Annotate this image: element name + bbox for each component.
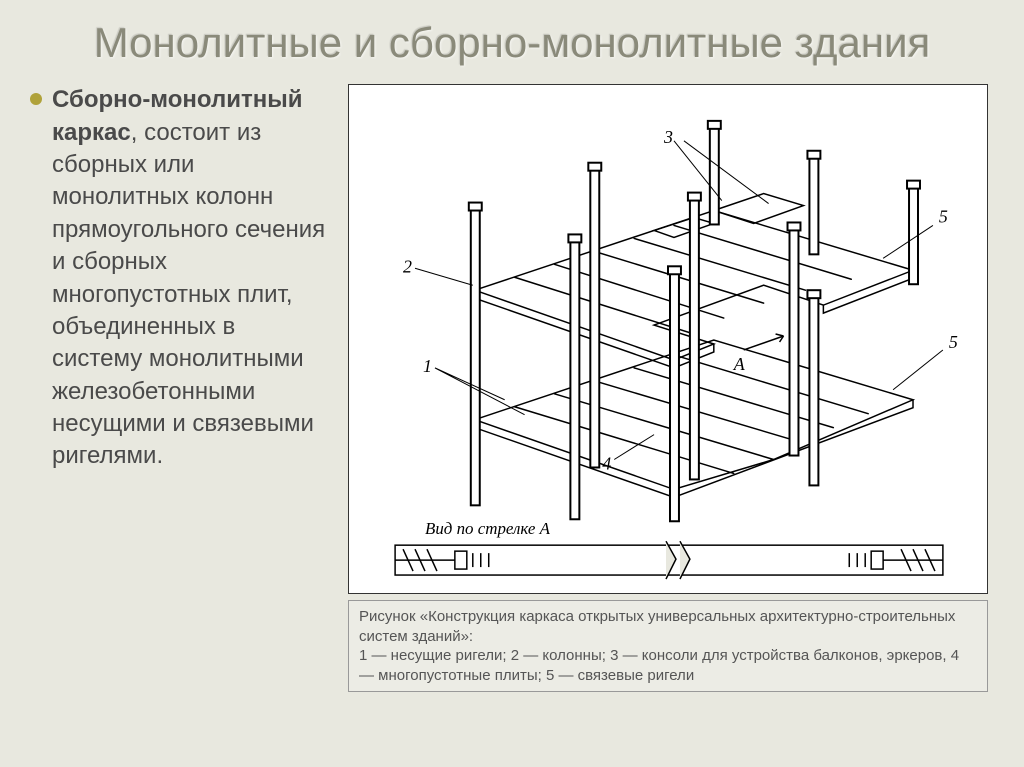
arrow-letter: А bbox=[733, 354, 745, 374]
structural-diagram: 1 2 3 4 5 5 А Вид по стрелке А bbox=[348, 84, 988, 594]
bullet-item: Сборно-монолитный каркас, состоит из сбо… bbox=[30, 84, 330, 473]
caption-legend: 1 — несущие ригели; 2 — колонны; 3 — кон… bbox=[359, 646, 977, 685]
figure-column: 1 2 3 4 5 5 А Вид по стрелке А bbox=[348, 84, 994, 692]
caption-heading: Рисунок «Конструкция каркаса открытых ун… bbox=[359, 607, 977, 646]
view-label: Вид по стрелке А bbox=[425, 519, 551, 538]
body-rest: , состоит из сборных или монолитных коло… bbox=[52, 119, 325, 470]
figure-caption: Рисунок «Конструкция каркаса открытых ун… bbox=[348, 600, 988, 692]
callout-4: 4 bbox=[602, 454, 611, 474]
slide-title: Монолитные и сборно-монолитные здания bbox=[30, 20, 994, 66]
text-column: Сборно-монолитный каркас, состоит из сбо… bbox=[30, 84, 330, 473]
callout-3: 3 bbox=[663, 127, 673, 147]
callout-5a: 5 bbox=[939, 207, 948, 227]
callout-1: 1 bbox=[423, 356, 432, 376]
callout-5b: 5 bbox=[949, 332, 958, 352]
content-row: Сборно-монолитный каркас, состоит из сбо… bbox=[30, 84, 994, 692]
body-paragraph: Сборно-монолитный каркас, состоит из сбо… bbox=[52, 84, 330, 473]
bullet-icon bbox=[30, 93, 42, 105]
callout-2: 2 bbox=[403, 256, 412, 276]
